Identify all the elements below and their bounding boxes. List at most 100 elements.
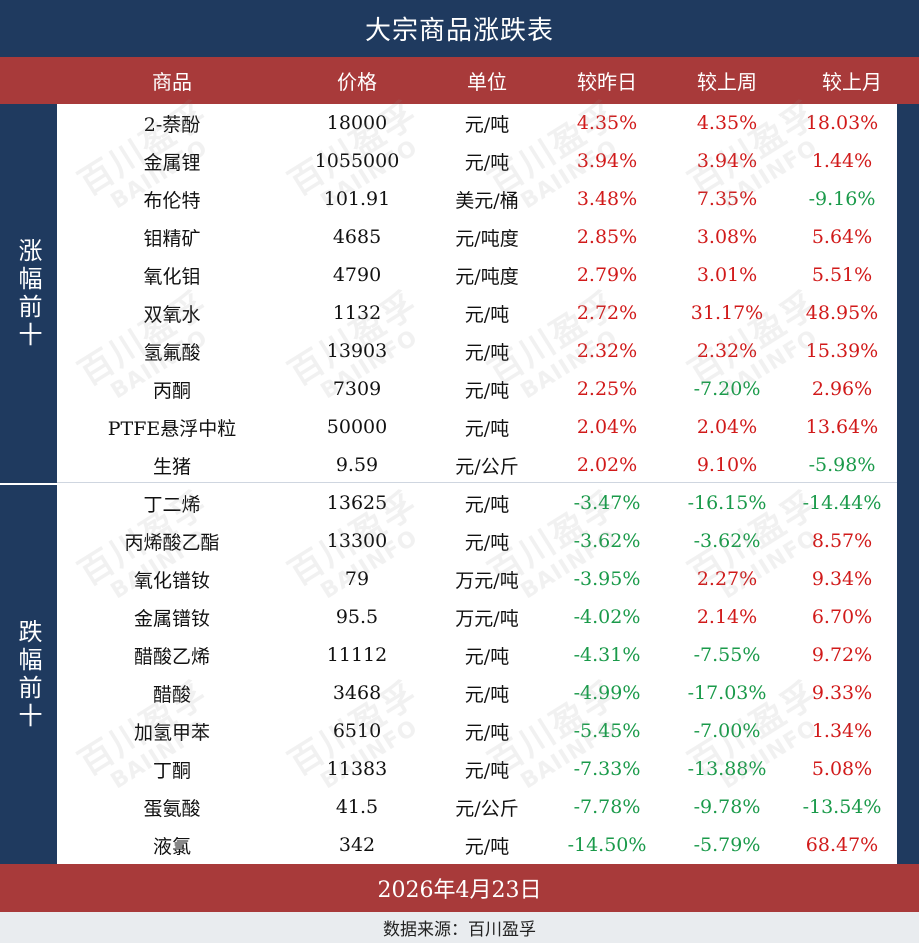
cell-month: 2.96%	[811, 378, 873, 400]
cell-price: 1055000	[314, 150, 400, 172]
cell-day: 2.32%	[576, 340, 638, 362]
cell-name: 氧化钼	[143, 265, 201, 288]
cell-unit: 元/吨	[464, 303, 510, 326]
cell-day: 2.02%	[576, 454, 638, 476]
cell-week: 2.04%	[696, 416, 758, 438]
cell-price: 7309	[332, 378, 382, 400]
cell-day: -4.02%	[573, 606, 641, 628]
cell-day: 2.85%	[576, 226, 638, 248]
cell-week: -17.03%	[687, 682, 767, 704]
table-row: 液氯 342 元/吨 -14.50% -5.79% 68.47%	[57, 826, 897, 864]
cell-week: -7.20%	[693, 378, 761, 400]
cell-day: 2.25%	[576, 378, 638, 400]
table-row: 加氢甲苯 6510 元/吨 -5.45% -7.00% 1.34%	[57, 712, 897, 750]
group-label-gainers: 涨幅前十	[0, 104, 57, 483]
cell-month: -14.44%	[802, 492, 882, 514]
cell-month: 8.57%	[811, 530, 873, 552]
table-right-border	[897, 104, 919, 864]
cell-name: 加氢甲苯	[133, 721, 210, 744]
cell-week: 31.17%	[690, 302, 764, 324]
cell-unit: 美元/桶	[455, 189, 519, 212]
table-row: 氧化钼 4790 元/吨度 2.79% 3.01% 5.51%	[57, 256, 897, 294]
cell-week: 9.10%	[696, 454, 758, 476]
cell-name: PTFE悬浮中粒	[107, 417, 237, 440]
cell-price: 342	[338, 834, 376, 856]
cell-unit: 元/吨	[464, 759, 510, 782]
cell-name: 蛋氨酸	[143, 797, 201, 820]
cell-unit: 元/吨	[464, 493, 510, 516]
header-unit: 单位	[467, 70, 507, 94]
cell-month: 1.34%	[811, 720, 873, 742]
cell-week: 2.32%	[696, 340, 758, 362]
table-row: 氧化镨钕 79 万元/吨 -3.95% 2.27% 9.34%	[57, 560, 897, 598]
cell-month: 5.51%	[811, 264, 873, 286]
cell-unit: 元/吨	[464, 645, 510, 668]
cell-month: 9.34%	[811, 568, 873, 590]
cell-price: 4790	[332, 264, 382, 286]
cell-month: 5.08%	[811, 758, 873, 780]
cell-name: 丁酮	[152, 759, 191, 782]
header-week-change: 较上周	[697, 70, 757, 94]
cell-unit: 元/吨	[464, 721, 510, 744]
table-row: 丁二烯 13625 元/吨 -3.47% -16.15% -14.44%	[57, 484, 897, 522]
cell-name: 生猪	[152, 455, 191, 478]
cell-unit: 元/吨度	[455, 227, 519, 250]
table-row: 醋酸 3468 元/吨 -4.99% -17.03% 9.33%	[57, 674, 897, 712]
cell-week: -7.00%	[693, 720, 761, 742]
cell-day: 2.04%	[576, 416, 638, 438]
cell-price: 13903	[326, 340, 388, 362]
group-divider	[57, 482, 897, 483]
cell-month: 18.03%	[805, 112, 879, 134]
cell-day: 2.79%	[576, 264, 638, 286]
cell-unit: 元/公斤	[455, 455, 519, 478]
cell-price: 11112	[326, 644, 388, 666]
table-row: 蛋氨酸 41.5 元/公斤 -7.78% -9.78% -13.54%	[57, 788, 897, 826]
cell-price: 1132	[332, 302, 382, 324]
table-row: 丙酮 7309 元/吨 2.25% -7.20% 2.96%	[57, 370, 897, 408]
cell-price: 11383	[326, 758, 388, 780]
cell-name: 氢氟酸	[143, 341, 201, 364]
cell-month: 13.64%	[805, 416, 879, 438]
table-row: 金属镨钕 95.5 万元/吨 -4.02% 2.14% 6.70%	[57, 598, 897, 636]
cell-week: -13.88%	[687, 758, 767, 780]
cell-unit: 元/吨	[464, 151, 510, 174]
cell-day: -3.62%	[573, 530, 641, 552]
cell-name: 丙酮	[152, 379, 191, 402]
cell-day: 3.48%	[576, 188, 638, 210]
table-row: 丙烯酸乙酯 13300 元/吨 -3.62% -3.62% 8.57%	[57, 522, 897, 560]
cell-week: -9.78%	[693, 796, 761, 818]
cell-week: -7.55%	[693, 644, 761, 666]
cell-price: 50000	[326, 416, 388, 438]
cell-price: 79	[344, 568, 370, 590]
header-day-change: 较昨日	[577, 70, 637, 94]
header-month-change: 较上月	[822, 70, 882, 94]
cell-price: 9.59	[335, 454, 379, 476]
header-name: 商品	[152, 70, 192, 94]
cell-unit: 元/吨	[464, 417, 510, 440]
cell-week: 4.35%	[696, 112, 758, 134]
cell-week: -5.79%	[693, 834, 761, 856]
cell-price: 101.91	[323, 188, 391, 210]
table-row: 2-萘酚 18000 元/吨 4.35% 4.35% 18.03%	[57, 104, 897, 142]
cell-day: -3.95%	[573, 568, 641, 590]
cell-week: 3.01%	[696, 264, 758, 286]
cell-month: -9.16%	[808, 188, 876, 210]
cell-month: -5.98%	[808, 454, 876, 476]
cell-name: 布伦特	[143, 189, 201, 212]
cell-day: -7.33%	[573, 758, 641, 780]
cell-name: 丁二烯	[143, 493, 201, 516]
table-body: 2-萘酚 18000 元/吨 4.35% 4.35% 18.03% 金属锂 1055000 元/…	[57, 104, 897, 864]
cell-unit: 元/吨	[464, 531, 510, 554]
table-row: 醋酸乙烯 11112 元/吨 -4.31% -7.55% 9.72%	[57, 636, 897, 674]
group-label-losers: 跌幅前十	[0, 483, 57, 864]
cell-unit: 元/公斤	[455, 797, 519, 820]
table-row: 生猪 9.59 元/公斤 2.02% 9.10% -5.98%	[57, 446, 897, 484]
cell-price: 95.5	[335, 606, 379, 628]
cell-unit: 元/吨	[464, 683, 510, 706]
cell-month: 9.72%	[811, 644, 873, 666]
cell-price: 3468	[332, 682, 382, 704]
cell-name: 钼精矿	[143, 227, 201, 250]
cell-name: 氧化镨钕	[133, 569, 210, 592]
cell-name: 丙烯酸乙酯	[124, 531, 220, 554]
cell-day: -4.31%	[573, 644, 641, 666]
